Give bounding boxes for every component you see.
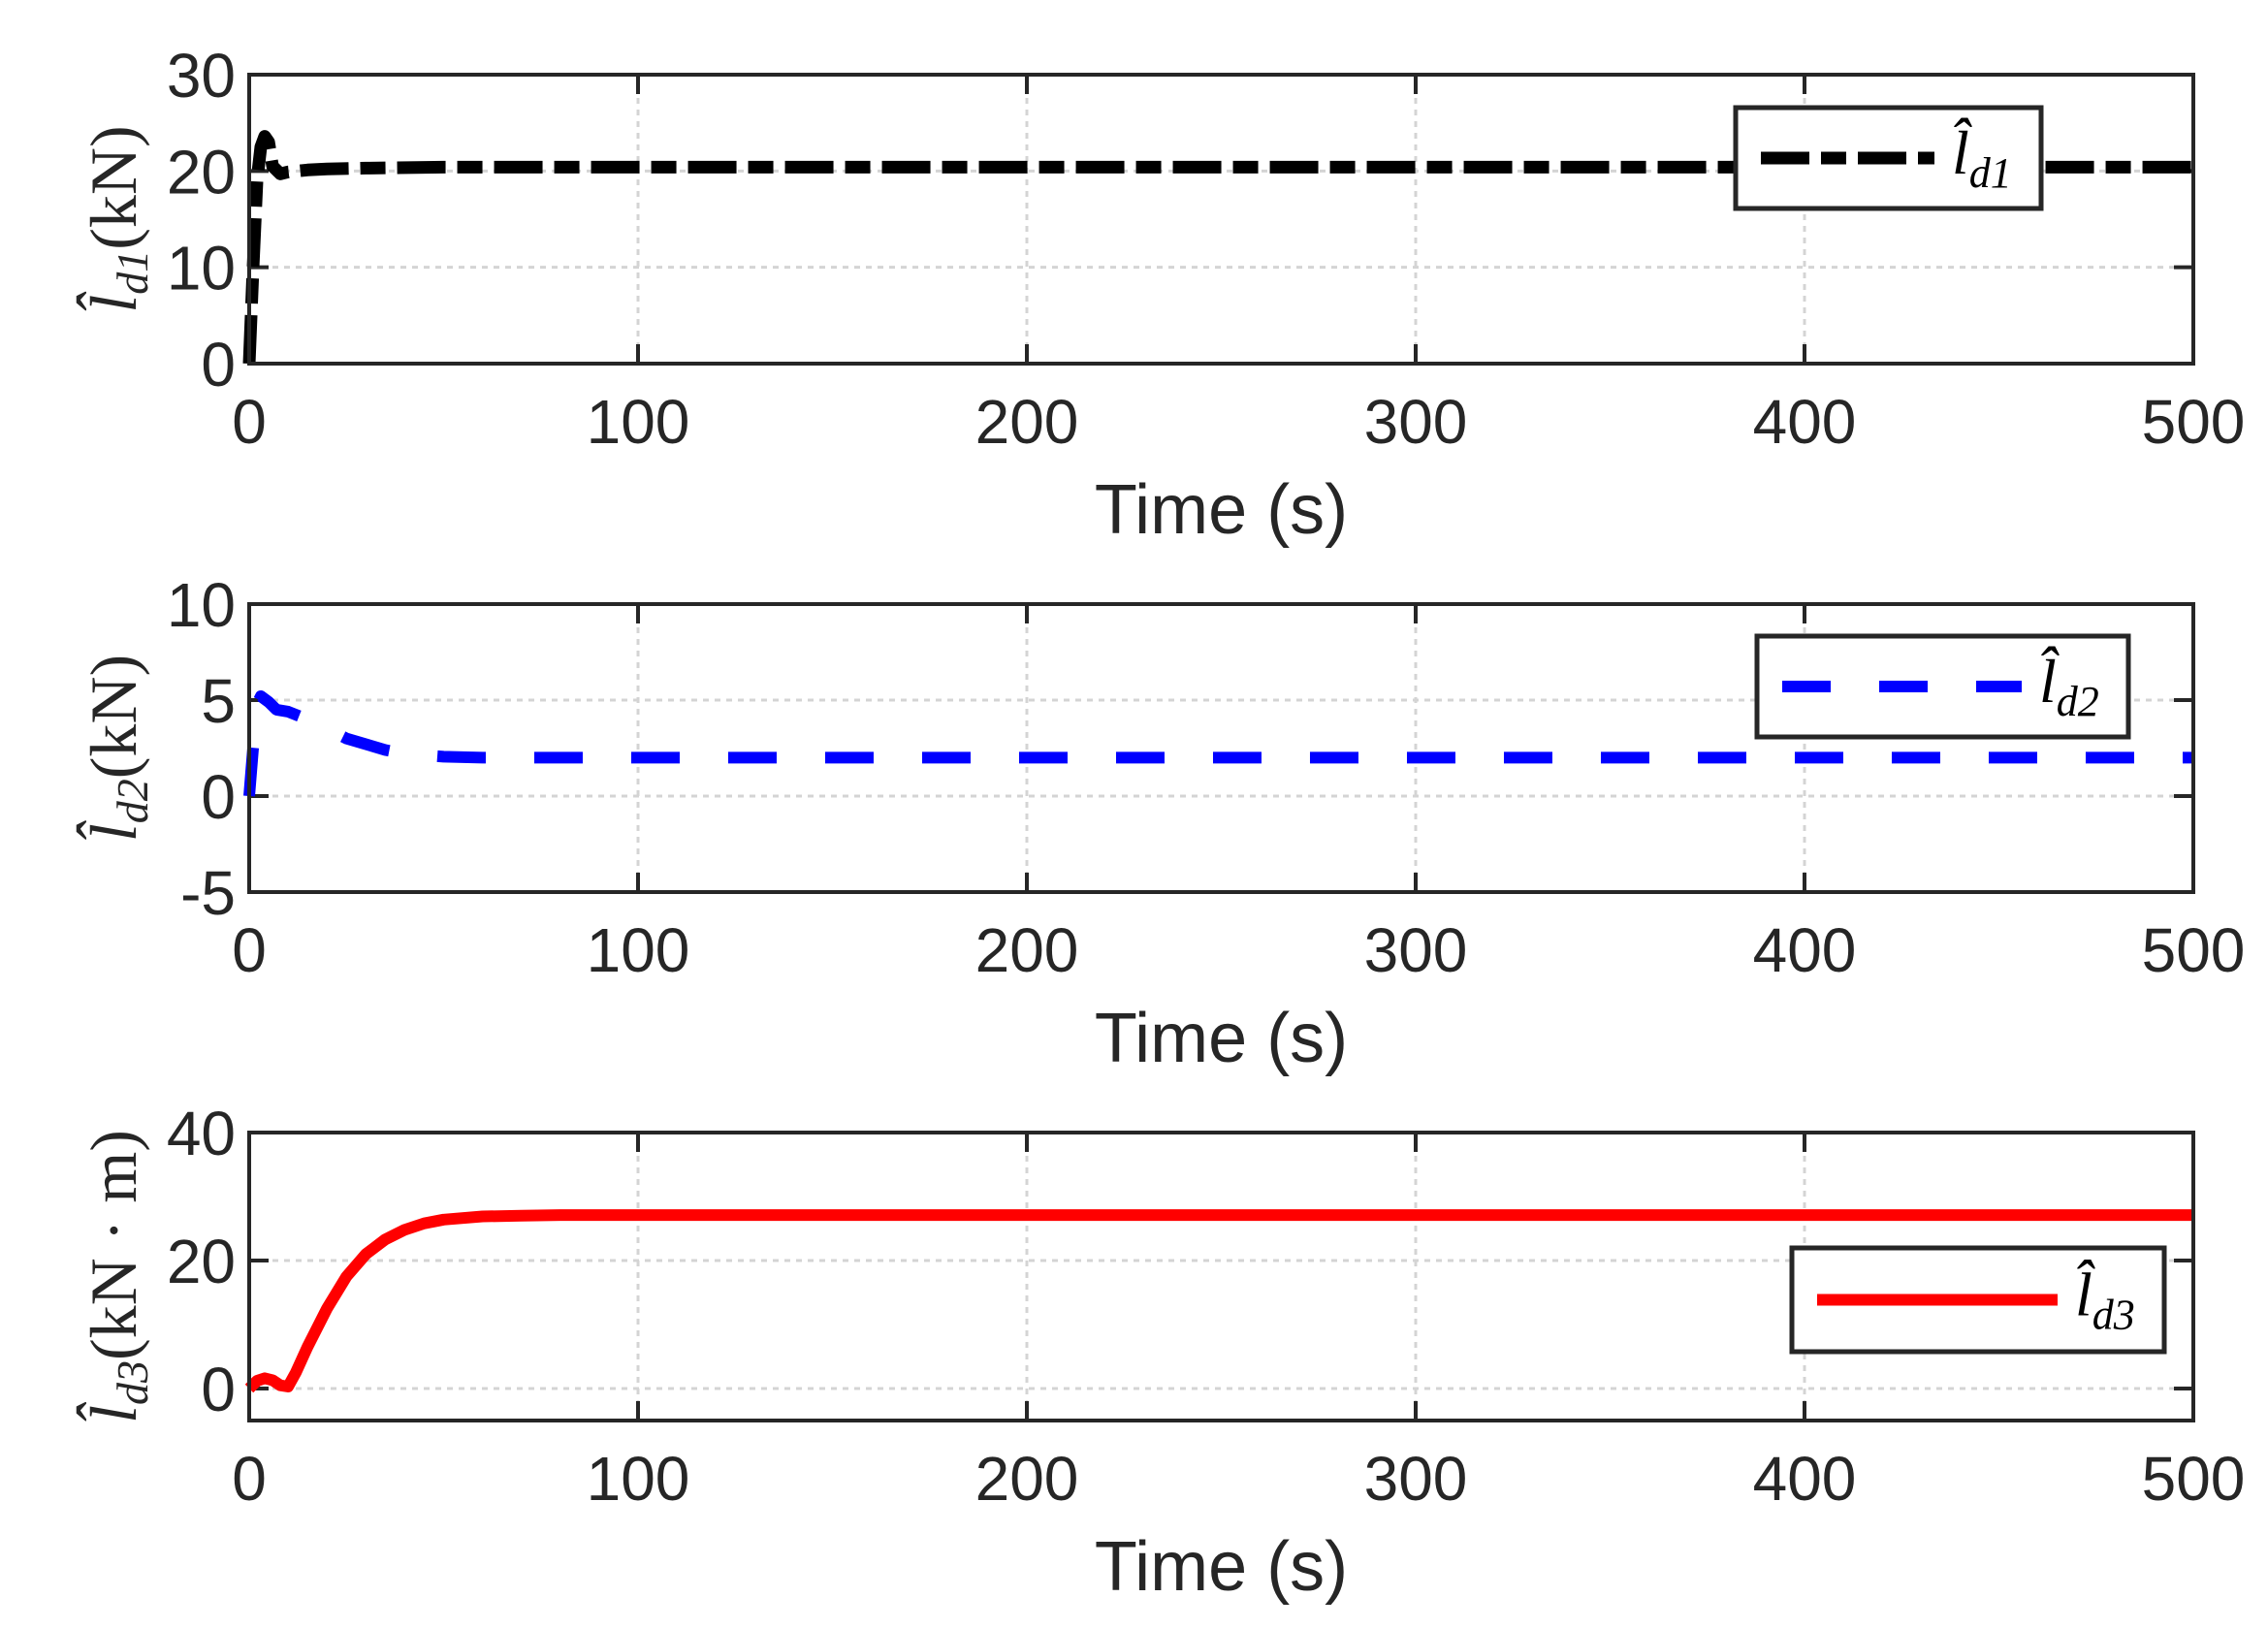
legend-symbol: l̂ [1952, 117, 1972, 187]
y-label-symbol: l̂ [77, 291, 150, 313]
legend-symbol: l̂ [2039, 646, 2060, 716]
x-tick-label: 500 [2142, 915, 2246, 985]
x-tick-label: 300 [1364, 1444, 1468, 1514]
x-tick-label: 200 [975, 1444, 1079, 1514]
x-tick-label: 0 [232, 387, 267, 457]
legend-subscript: d2 [2057, 678, 2099, 725]
y-tick-label: 40 [167, 1099, 236, 1168]
x-tick-label: 100 [587, 387, 690, 457]
axes-frame [247, 1131, 2195, 1422]
y-tick-label: -5 [180, 858, 236, 928]
axes-frame [247, 73, 2195, 366]
legend-label: l̂d1 [1952, 117, 2012, 197]
x-tick-label: 400 [1753, 915, 1857, 985]
y-axis-label: l̂d1(kN) [77, 125, 157, 312]
legend-label: l̂d3 [2075, 1259, 2135, 1338]
y-tick-label: 5 [201, 666, 236, 736]
x-tick-label: 400 [1753, 1444, 1857, 1514]
x-tick-label: 100 [587, 1444, 690, 1514]
x-tick-label: 200 [975, 387, 1079, 457]
x-axis-label: Time (s) [1095, 1000, 1348, 1077]
y-tick-label: 0 [201, 330, 236, 399]
y-tick-label: 0 [201, 1355, 236, 1424]
axes-frame [247, 602, 2195, 894]
series-line-ld2 [243, 690, 2193, 797]
x-tick-label: 100 [587, 915, 690, 985]
y-label-subscript: d1 [108, 250, 157, 295]
series-line-ld3 [244, 1209, 2193, 1393]
x-axis-label: Time (s) [1095, 1528, 1348, 1606]
legend-subscript: d3 [2092, 1292, 2135, 1339]
y-label-subscript: d3 [108, 1360, 157, 1405]
y-label-unit: (kN · m) [77, 1130, 150, 1360]
legend: l̂d3 [1789, 1245, 2167, 1355]
x-tick-label: 200 [975, 915, 1079, 985]
x-tick-label: 0 [232, 915, 267, 985]
y-tick-label: 10 [167, 234, 236, 303]
x-tick-label: 400 [1753, 387, 1857, 457]
x-axis-label: Time (s) [1095, 471, 1348, 549]
y-tick-label: 20 [167, 137, 236, 207]
legend: l̂d2 [1754, 633, 2131, 740]
y-tick-label: 10 [167, 570, 236, 640]
y-label-unit: (kN) [77, 125, 150, 249]
x-tick-label: 500 [2142, 387, 2246, 457]
y-axis-label: l̂d2(kN) [77, 655, 157, 842]
x-tick-label: 500 [2142, 1444, 2246, 1514]
series-line-ld1 [242, 130, 2193, 364]
y-axis-label: l̂d3(kN · m) [77, 1130, 157, 1423]
x-tick-label: 300 [1364, 387, 1468, 457]
legend: l̂d1 [1733, 105, 2044, 211]
x-tick-label: 300 [1364, 915, 1468, 985]
tick-marks [247, 1131, 2195, 1421]
x-tick-label: 0 [232, 1444, 267, 1514]
y-tick-label: 20 [167, 1227, 236, 1296]
legend-subscript: d1 [1969, 149, 2012, 197]
y-label-subscript: d2 [108, 779, 157, 823]
legend-label: l̂d2 [2039, 646, 2099, 725]
y-tick-label: 0 [201, 762, 236, 832]
y-label-unit: (kN) [77, 655, 150, 779]
y-label-symbol: l̂ [77, 820, 150, 843]
y-tick-label: 30 [167, 41, 236, 111]
legend-symbol: l̂ [2075, 1259, 2095, 1328]
y-label-symbol: l̂ [77, 1401, 150, 1423]
